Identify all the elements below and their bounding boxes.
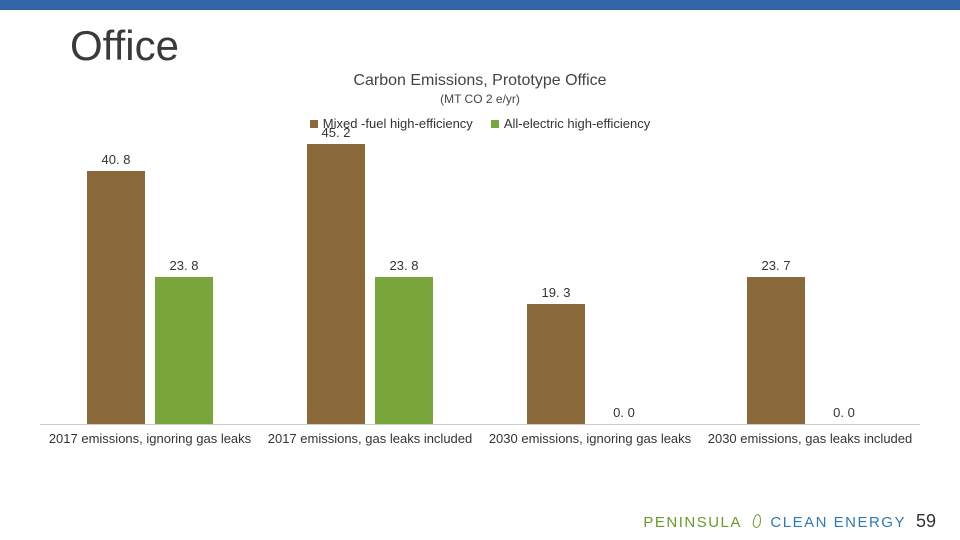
chart-plot-area: 40. 823. 845. 223. 819. 30. 023. 70. 0 [40,145,920,425]
bar [747,277,805,424]
bar-value-label: 23. 8 [155,258,213,273]
bar-value-label: 23. 7 [747,258,805,273]
header-accent-bar [0,0,960,10]
x-axis-label: 2030 emissions, ignoring gas leaks [480,431,700,447]
chart-legend: Mixed -fuel high-efficiency All-electric… [0,116,960,131]
legend-item: All-electric high-efficiency [491,116,650,131]
page-number: 59 [916,511,936,532]
bar [307,144,365,424]
leaf-icon [749,512,763,530]
bar [155,277,213,424]
chart-title: Carbon Emissions, Prototype Office [0,72,960,90]
bar-value-label: 40. 8 [87,152,145,167]
bar [527,304,585,424]
x-axis-label: 2017 emissions, gas leaks included [260,431,480,447]
page-title: Office [70,22,960,70]
chart-subtitle: (MT CO 2 e/yr) [0,92,960,106]
bar-value-label: 0. 0 [815,405,873,420]
x-axis-label: 2030 emissions, gas leaks included [700,431,920,447]
bar [87,171,145,424]
chart-container: Carbon Emissions, Prototype Office (MT C… [0,72,960,447]
footer: PENINSULA CLEAN ENERGY 59 [643,511,936,532]
bar-value-label: 0. 0 [595,405,653,420]
bar-value-label: 23. 8 [375,258,433,273]
x-axis-labels: 2017 emissions, ignoring gas leaks2017 e… [40,431,920,447]
bar-value-label: 19. 3 [527,285,585,300]
x-axis-label: 2017 emissions, ignoring gas leaks [40,431,260,447]
brand-text-2: CLEAN ENERGY [770,514,906,531]
legend-label: All-electric high-efficiency [504,116,650,131]
bar [375,277,433,424]
bar-value-label: 45. 2 [307,125,365,140]
brand-text-1: PENINSULA [643,514,741,531]
legend-swatch [491,120,499,128]
brand-logo: PENINSULA CLEAN ENERGY [643,512,906,531]
